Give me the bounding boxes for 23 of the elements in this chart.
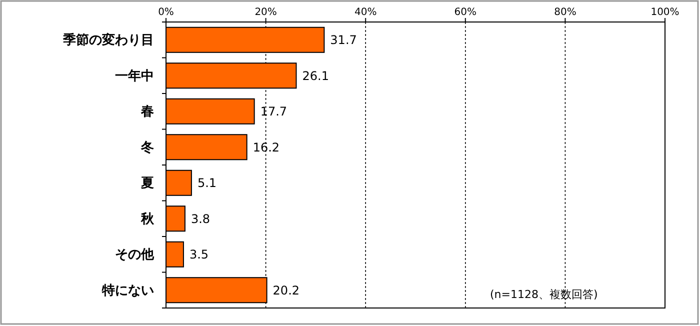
y-tick-label: 季節の変わり目 (62, 32, 154, 48)
data-label: 20.2 (272, 283, 300, 298)
x-tick-label: 100% (650, 7, 680, 18)
data-label: 5.1 (197, 176, 217, 190)
x-tick-label: 20% (254, 7, 277, 18)
y-tick-label: その他 (115, 248, 155, 263)
y-tick-label: 夏 (140, 176, 154, 192)
x-tick-label: 0% (158, 7, 174, 18)
annotation: (n=1128、複数回答) (490, 288, 598, 301)
data-label: 16.2 (252, 140, 280, 154)
x-tick-label: 40% (354, 7, 377, 18)
x-tick-label: 60% (454, 7, 477, 18)
x-tick-label: 80% (554, 7, 576, 18)
y-tick-label: 特にない (101, 283, 154, 298)
y-tick-label: 一年中 (115, 68, 154, 84)
data-label: 31.7 (330, 33, 357, 48)
y-tick-label: 春 (140, 104, 154, 120)
y-tick-label: 冬 (140, 140, 154, 156)
data-label: 17.7 (260, 104, 288, 119)
data-label: 3.8 (190, 212, 210, 226)
y-tick-label: 秋 (140, 212, 155, 227)
data-label: 26.1 (302, 68, 329, 83)
data-label: 3.5 (189, 248, 209, 262)
